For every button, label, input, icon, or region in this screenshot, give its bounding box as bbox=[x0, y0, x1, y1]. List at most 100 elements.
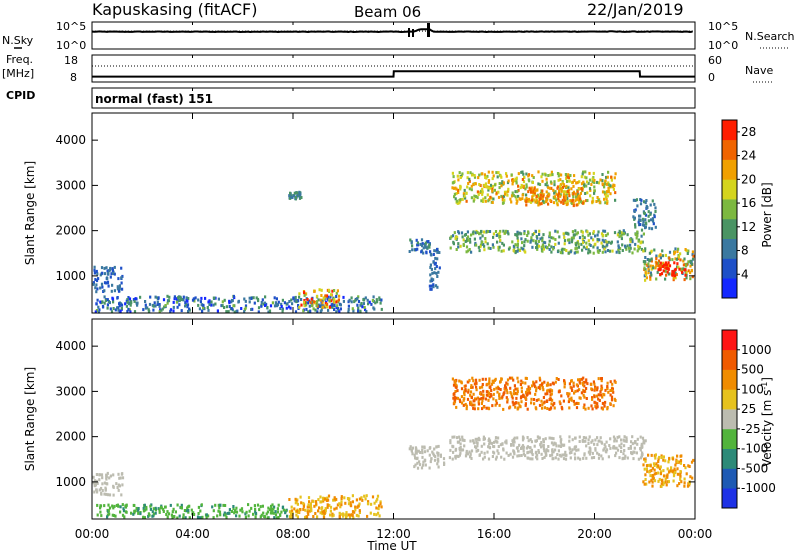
heat-cell-1400 bbox=[503, 198, 506, 202]
heat-cell-775 bbox=[547, 449, 550, 453]
heat-cell-15 bbox=[201, 515, 204, 519]
heat-cell-525 bbox=[116, 285, 119, 289]
heat-cell-433 bbox=[300, 303, 303, 307]
heat-cell-1559 bbox=[563, 198, 567, 202]
heat-cell-385 bbox=[225, 305, 228, 309]
heat-cell-1459 bbox=[649, 474, 652, 478]
heat-cell-727 bbox=[605, 240, 608, 244]
heat-cell-788 bbox=[492, 445, 495, 448]
heat-cell-726 bbox=[551, 453, 554, 457]
heat-cell-907 bbox=[531, 453, 534, 457]
heat-cell-495 bbox=[118, 286, 121, 290]
heat-cell-1446 bbox=[642, 463, 645, 467]
heat-cell-830 bbox=[620, 450, 623, 453]
heat-cell-128 bbox=[133, 299, 136, 303]
heat-cell-1458 bbox=[649, 464, 652, 468]
heat-cell-1378 bbox=[500, 377, 503, 381]
heat-cell-1358 bbox=[502, 201, 505, 205]
heat-cell-40 bbox=[111, 504, 114, 508]
heat-cell-807 bbox=[605, 440, 608, 444]
heat-cell-827 bbox=[636, 234, 639, 238]
heat-cell-1252 bbox=[507, 179, 510, 183]
heat-cell-951 bbox=[554, 229, 557, 233]
noise-right-tick-bottom: 10^0 bbox=[708, 39, 738, 52]
heat-cell-921 bbox=[556, 453, 559, 456]
heat-cell-661 bbox=[535, 239, 538, 243]
heat-cell-1332 bbox=[557, 178, 560, 182]
heat-cell-648 bbox=[433, 262, 436, 266]
heat-cell-818 bbox=[476, 231, 479, 234]
heat-cell-1162 bbox=[482, 396, 485, 400]
colorbar-segment-0 bbox=[722, 278, 737, 299]
heat-cell-1434 bbox=[678, 482, 681, 486]
heat-cell-375 bbox=[346, 497, 350, 500]
heat-cell-405 bbox=[316, 294, 319, 298]
heat-cell-815 bbox=[461, 448, 465, 452]
heat-cell-1514 bbox=[666, 473, 669, 477]
heat-cell-1334 bbox=[568, 382, 571, 386]
heat-cell-17 bbox=[378, 298, 381, 301]
heat-cell-317 bbox=[336, 503, 339, 507]
heat-cell-684 bbox=[527, 450, 530, 454]
heat-cell-979 bbox=[557, 249, 560, 253]
heat-cell-1381 bbox=[520, 390, 523, 394]
heat-cell-1621 bbox=[658, 254, 661, 258]
heat-cell-425 bbox=[303, 299, 306, 302]
heat-cell-639 bbox=[435, 265, 438, 268]
heat-cell-877 bbox=[629, 445, 632, 448]
heat-cell-1076 bbox=[535, 196, 538, 200]
heat-cell-1113 bbox=[543, 380, 546, 384]
heat-cell-1013 bbox=[517, 401, 520, 405]
heat-cell-285 bbox=[108, 301, 111, 305]
heat-cell-1014 bbox=[486, 242, 489, 246]
heat-cell-1528 bbox=[652, 474, 655, 477]
heat-cell-402 bbox=[357, 504, 360, 508]
power-panel-frame bbox=[91, 112, 696, 314]
heat-cell-560 bbox=[578, 440, 581, 443]
heat-cell-1576 bbox=[571, 199, 574, 203]
heat-cell-720 bbox=[559, 445, 563, 448]
heat-cell-1530 bbox=[570, 187, 573, 191]
heat-cell-1168 bbox=[496, 390, 499, 394]
heat-cell-168 bbox=[284, 509, 287, 513]
heat-cell-495 bbox=[433, 447, 436, 451]
heat-cell-359 bbox=[327, 494, 331, 498]
heat-cell-466 bbox=[101, 482, 104, 486]
heat-cell-52 bbox=[352, 309, 355, 313]
heat-cell-969 bbox=[624, 244, 627, 248]
heat-cell-1281 bbox=[466, 380, 469, 384]
heat-cell-947 bbox=[492, 245, 495, 249]
heat-cell-1486 bbox=[531, 181, 534, 184]
heat-cell-88 bbox=[143, 516, 146, 520]
heat-cell-1123 bbox=[495, 171, 498, 175]
heat-cell-1178 bbox=[578, 388, 581, 392]
heat-cell-1464 bbox=[659, 465, 662, 469]
heat-cell-401 bbox=[358, 502, 361, 506]
heat-cell-821 bbox=[600, 454, 603, 458]
heat-cell-1803 bbox=[652, 219, 655, 223]
heat-cell-323 bbox=[214, 302, 217, 306]
heat-cell-879 bbox=[499, 238, 502, 242]
heat-cell-955 bbox=[516, 249, 519, 253]
heat-cell-1515 bbox=[691, 476, 694, 480]
heat-cell-734 bbox=[607, 455, 610, 459]
heat-cell-1355 bbox=[453, 192, 456, 196]
heat-cell-1433 bbox=[651, 484, 654, 488]
heat-cell-845 bbox=[478, 232, 481, 236]
heat-cell-1717 bbox=[684, 248, 687, 251]
heat-cell-1202 bbox=[515, 176, 518, 180]
heat-cell-319 bbox=[372, 306, 375, 310]
colorbar-tick-label-1: 8 bbox=[741, 244, 749, 258]
heat-cell-1032 bbox=[593, 395, 596, 399]
heat-cell-806 bbox=[552, 443, 555, 447]
heat-cell-1347 bbox=[498, 186, 501, 190]
heat-cell-1132 bbox=[455, 192, 458, 196]
heat-cell-57 bbox=[280, 302, 283, 306]
heat-cell-351 bbox=[378, 514, 381, 518]
heat-cell-774 bbox=[640, 234, 643, 238]
velocity-panel-frame bbox=[91, 318, 696, 520]
heat-cell-964 bbox=[562, 232, 565, 236]
heat-cell-890 bbox=[451, 435, 454, 439]
heat-cell-758 bbox=[478, 438, 481, 442]
heat-cell-1447 bbox=[667, 480, 670, 484]
